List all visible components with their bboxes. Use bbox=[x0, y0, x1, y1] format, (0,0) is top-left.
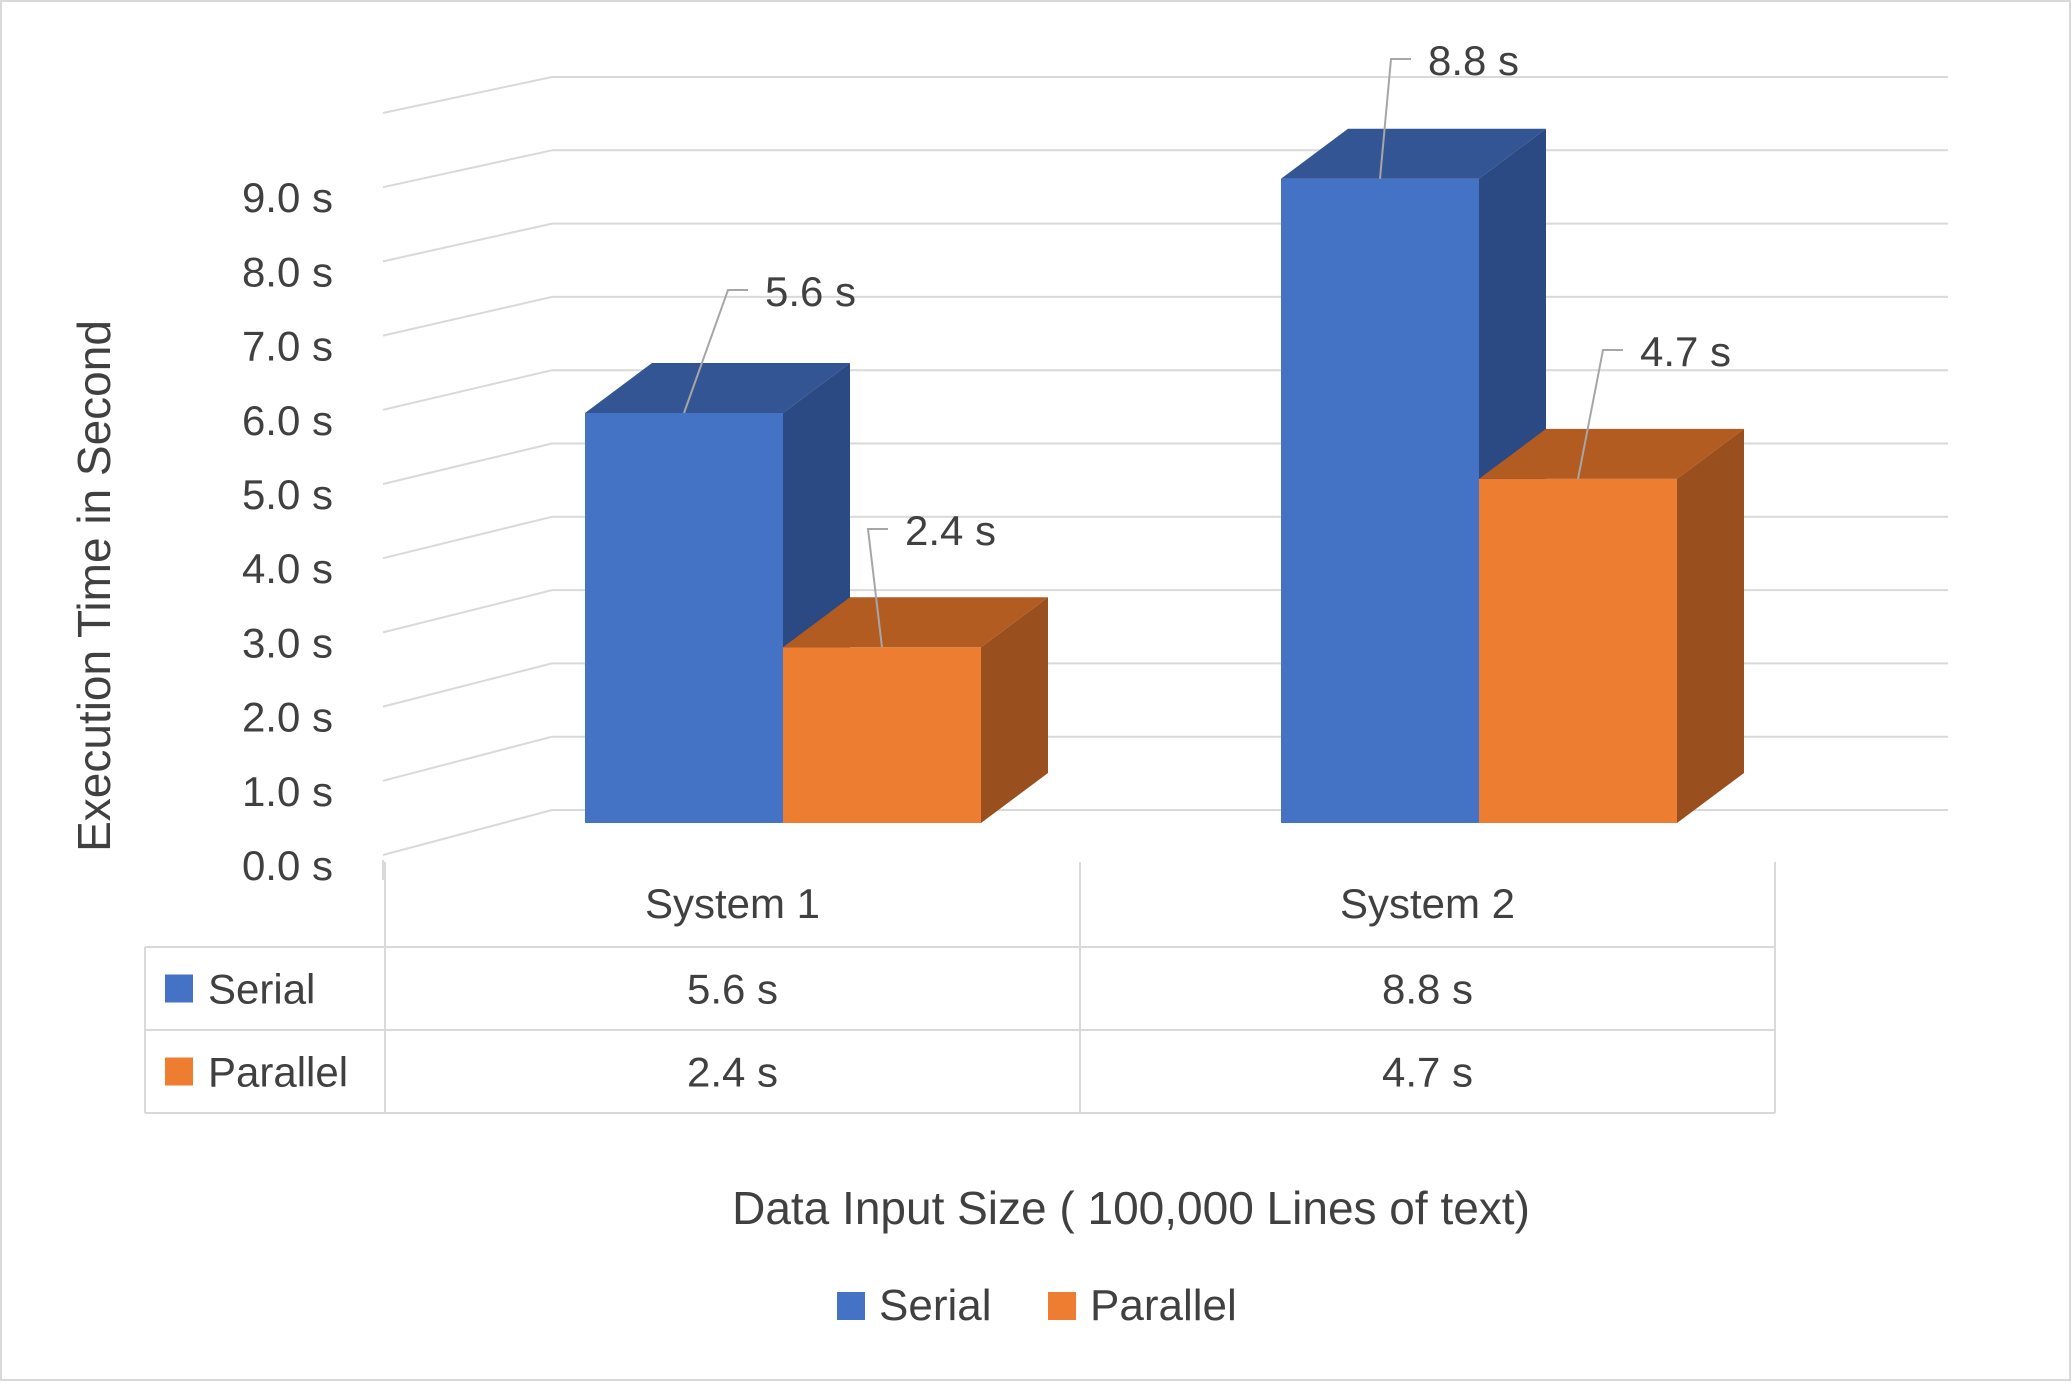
data-labels: 5.6 s 2.4 s 8.8 s 4.7 s bbox=[683, 37, 1731, 648]
table-cell: 2.4 s bbox=[687, 1049, 778, 1096]
y-tick-label: 8.0 s bbox=[242, 248, 333, 295]
bar-top-serial-2 bbox=[1281, 128, 1546, 179]
bar-top-parallel-1 bbox=[783, 597, 1048, 648]
side-gridline bbox=[382, 735, 553, 782]
side-gridline bbox=[382, 662, 553, 708]
table-category-header: System 1 bbox=[645, 880, 820, 927]
data-label-leader bbox=[1577, 349, 1623, 480]
y-tick-label: 2.0 s bbox=[242, 694, 333, 741]
bar-front-serial-2 bbox=[1281, 178, 1479, 823]
bar-top-serial-1 bbox=[585, 363, 850, 413]
side-gridline bbox=[382, 442, 553, 485]
data-label-leader bbox=[683, 289, 748, 414]
data-label-leader bbox=[866, 528, 888, 648]
data-label-serial-2: 8.8 s bbox=[1428, 37, 1519, 84]
table-category-header: System 2 bbox=[1340, 880, 1515, 927]
y-tick-label: 9.0 s bbox=[242, 174, 333, 221]
table-legend-key bbox=[165, 974, 193, 1003]
x-axis-title: Data Input Size ( 100,000 Lines of text) bbox=[732, 1182, 1530, 1234]
y-tick-label: 7.0 s bbox=[242, 323, 333, 370]
legend: Serial Parallel bbox=[837, 1281, 1237, 1330]
data-label-parallel-1: 2.4 s bbox=[905, 507, 996, 554]
y-tick-label: 5.0 s bbox=[242, 471, 333, 518]
table-legend-key bbox=[165, 1057, 193, 1086]
bars bbox=[585, 128, 1744, 823]
legend-label-serial: Serial bbox=[879, 1281, 992, 1330]
side-gridline bbox=[382, 222, 553, 263]
bar-front-serial-1 bbox=[585, 413, 783, 823]
table-cell: 8.8 s bbox=[1382, 966, 1473, 1013]
side-gridline bbox=[382, 589, 553, 634]
side-gridline bbox=[382, 369, 553, 411]
y-tick-label: 0.0 s bbox=[242, 842, 333, 889]
side-gridline bbox=[382, 76, 553, 114]
side-gridline bbox=[382, 295, 553, 337]
data-table: System 1 System 2 Serial 5.6 s 8.8 s Parallel… bbox=[144, 862, 1776, 1114]
side-gridline bbox=[382, 515, 553, 560]
legend-label-parallel: Parallel bbox=[1090, 1281, 1237, 1330]
table-row-label: Serial bbox=[208, 966, 315, 1013]
data-label-serial-1: 5.6 s bbox=[765, 268, 856, 315]
legend-key-parallel bbox=[1048, 1292, 1076, 1320]
y-tick-label: 3.0 s bbox=[242, 619, 333, 666]
bar-front-parallel-2 bbox=[1479, 478, 1677, 823]
table-cell: 5.6 s bbox=[687, 966, 778, 1013]
bar-top-parallel-2 bbox=[1479, 428, 1744, 479]
y-axis-ticks: 0.0 s 1.0 s 2.0 s 3.0 s 4.0 s 5.0 s 6.0 s 7.0 s… bbox=[242, 174, 333, 889]
bar-side-parallel-2 bbox=[1677, 428, 1744, 823]
data-label-leader bbox=[1379, 58, 1411, 179]
table-row-label: Parallel bbox=[208, 1049, 348, 1096]
y-axis-title: Execution Time in Second bbox=[68, 320, 120, 852]
table-cell: 4.7 s bbox=[1382, 1049, 1473, 1096]
bar-front-parallel-1 bbox=[783, 647, 981, 823]
bar-side-parallel-1 bbox=[981, 597, 1048, 823]
side-gridline bbox=[382, 149, 553, 189]
y-tick-label: 1.0 s bbox=[242, 768, 333, 815]
side-gridline bbox=[382, 809, 553, 856]
y-tick-label: 6.0 s bbox=[242, 397, 333, 444]
y-tick-label: 4.0 s bbox=[242, 545, 333, 592]
data-label-parallel-2: 4.7 s bbox=[1640, 328, 1731, 375]
legend-key-serial bbox=[837, 1292, 865, 1320]
